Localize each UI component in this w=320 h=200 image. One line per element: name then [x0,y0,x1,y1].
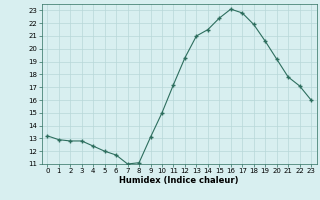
X-axis label: Humidex (Indice chaleur): Humidex (Indice chaleur) [119,176,239,185]
